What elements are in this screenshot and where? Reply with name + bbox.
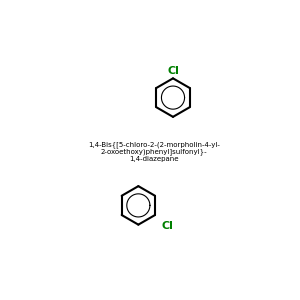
- Text: Cl: Cl: [161, 221, 173, 231]
- Text: 1,4-Bis{[5-chloro-2-(2-morpholin-4-yl-
2-oxoethoxy)phenyl]sulfonyl}-
1,4-diazepa: 1,4-Bis{[5-chloro-2-(2-morpholin-4-yl- 2…: [88, 141, 220, 162]
- Text: Cl: Cl: [167, 66, 179, 76]
